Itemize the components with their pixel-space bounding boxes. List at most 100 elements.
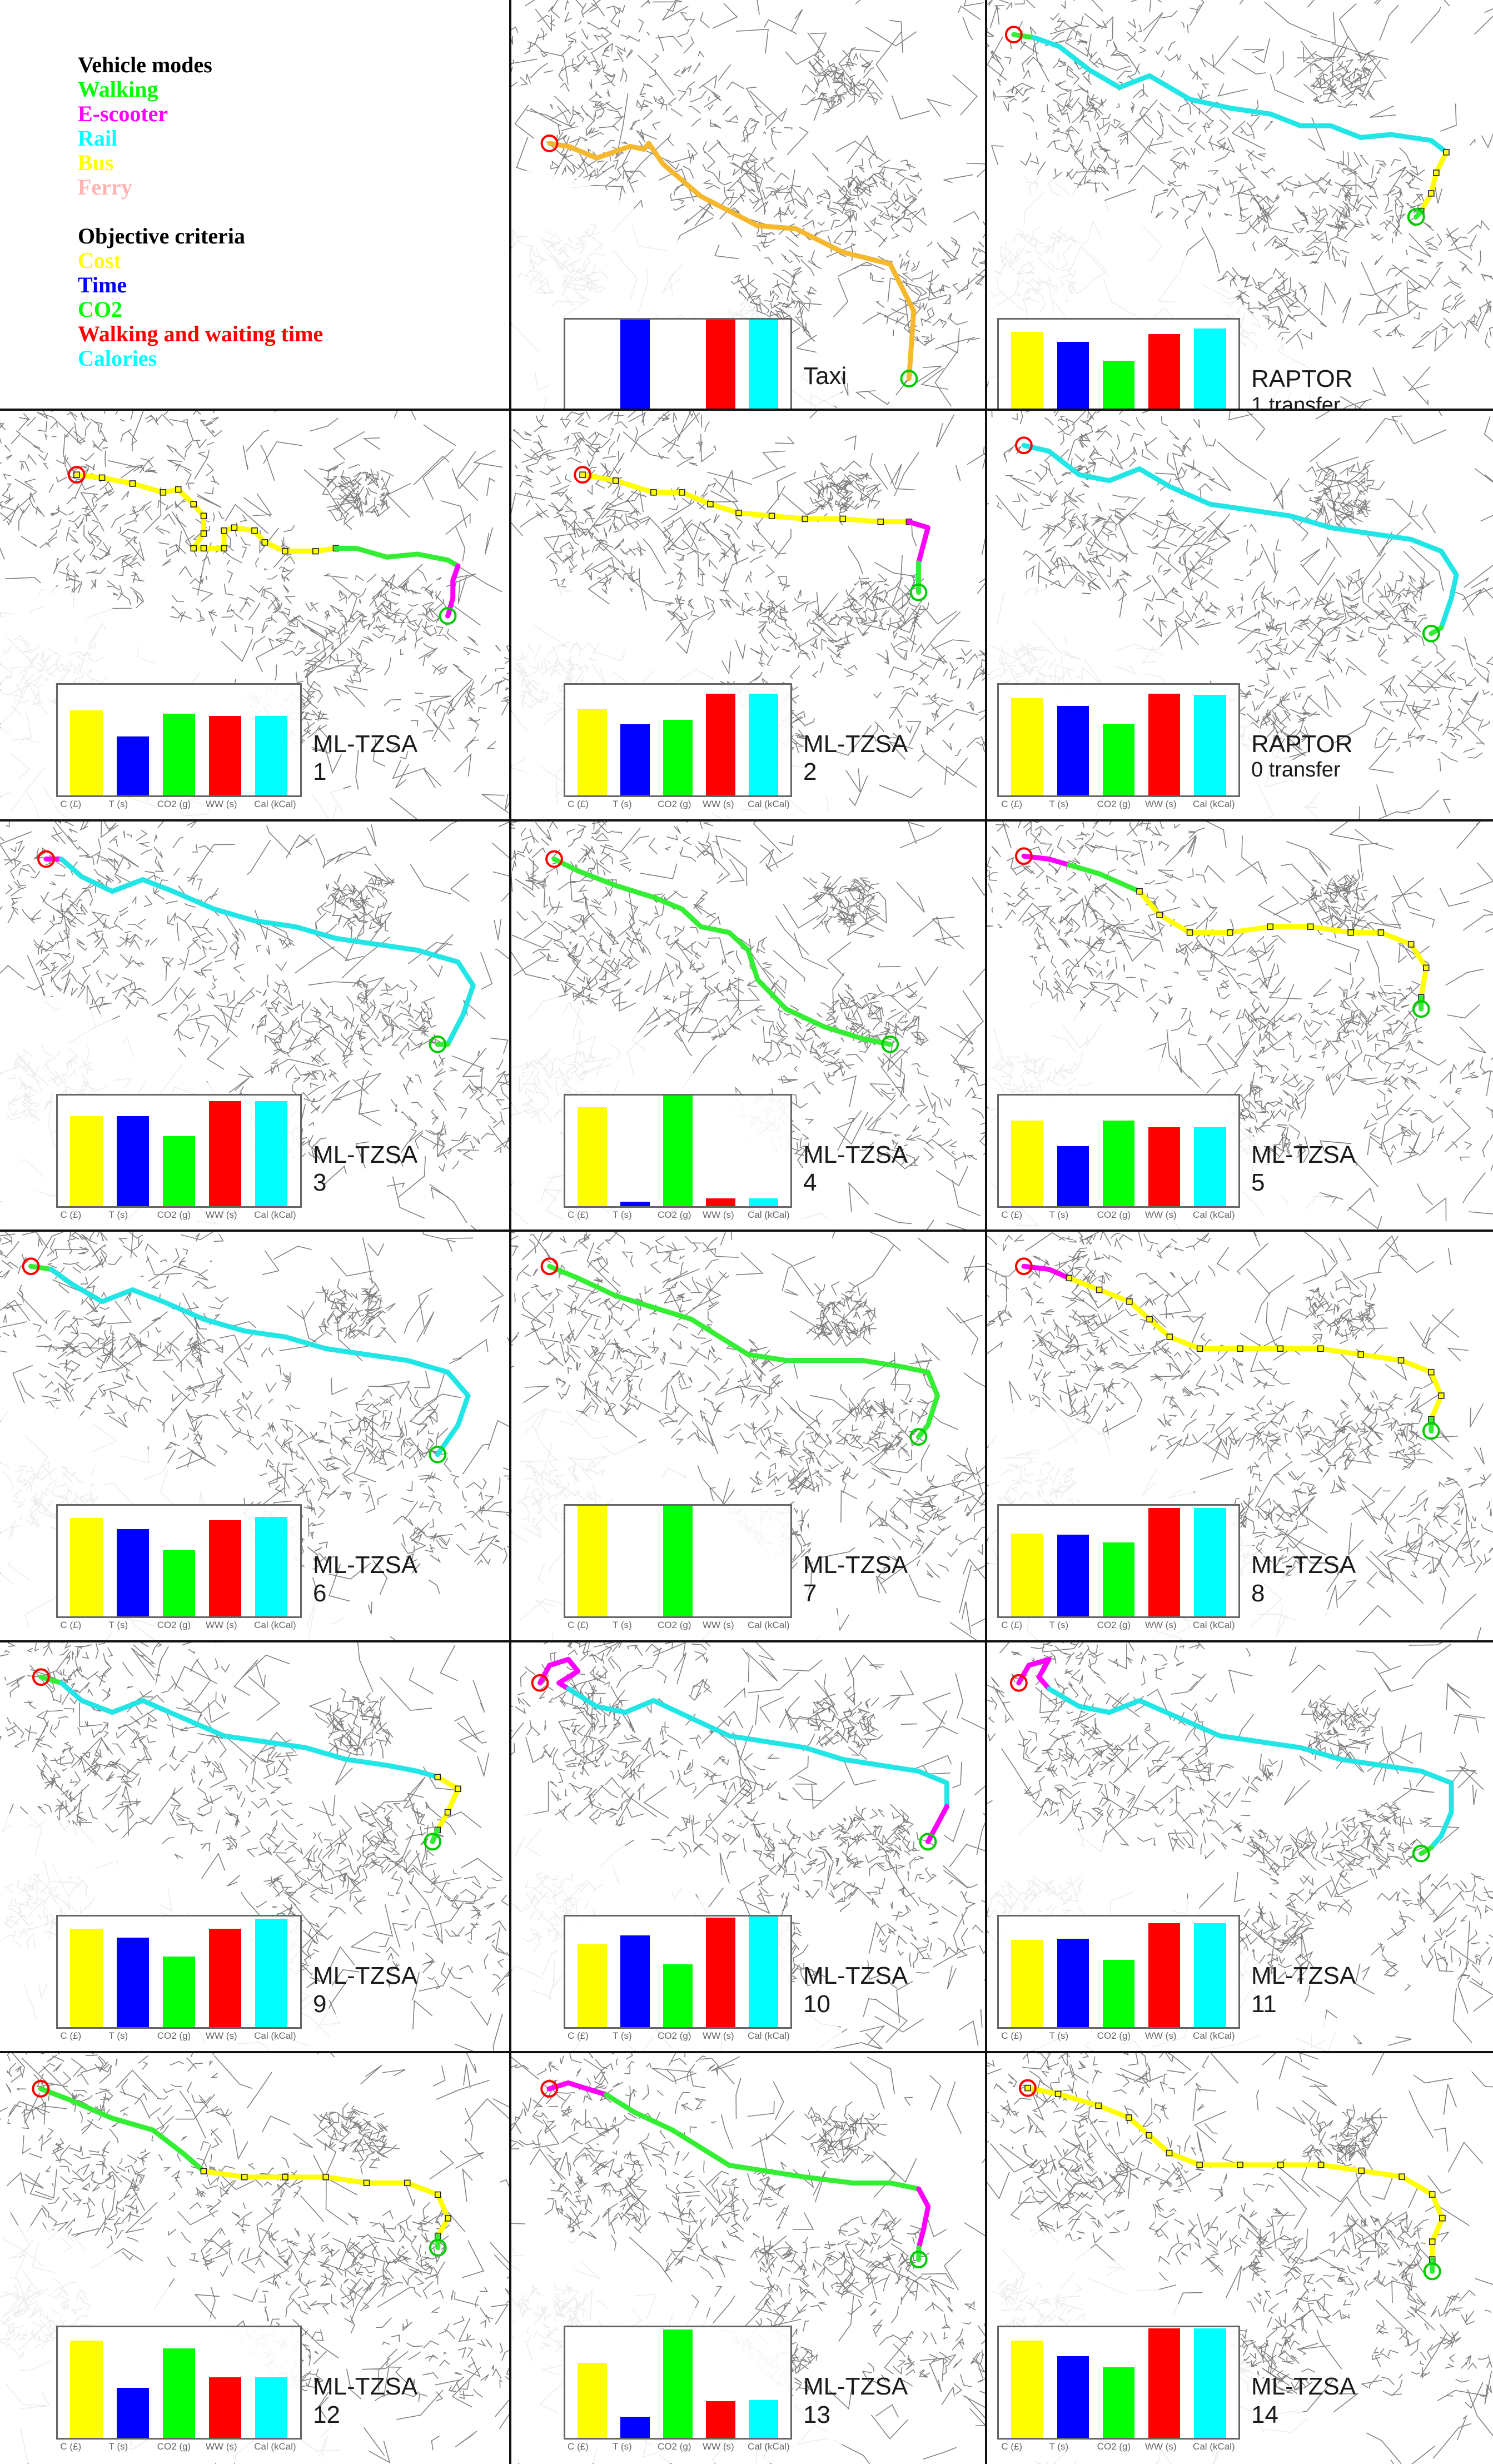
x-axis-label: Cal (kCal) xyxy=(1193,1620,1235,1631)
bar-time xyxy=(116,2388,149,2438)
bus-stop-icon xyxy=(1423,964,1430,971)
bus-stop-icon xyxy=(1399,2173,1405,2180)
bus-stop-icon xyxy=(200,2168,207,2174)
bus-stop-icon xyxy=(1429,2238,1436,2245)
x-axis-label: Cal (kCal) xyxy=(748,2441,790,2452)
x-axis-label: T (s) xyxy=(613,2441,632,2452)
route-segment-walking xyxy=(333,545,461,569)
origin-marker-icon xyxy=(32,1668,50,1686)
panel-ml-tzsa-6: C (£) T (s) CO2 (g) WW (s) Cal (kCal) ML-TZSA… xyxy=(0,1232,511,1643)
x-axis-labels: C (£) T (s) CO2 (g) WW (s) Cal (kCal) xyxy=(999,1209,1238,1221)
bar-walking-and-waiting-time xyxy=(1148,2328,1181,2438)
route-segment-escooter xyxy=(906,519,930,566)
x-axis-label: C (£) xyxy=(60,1209,82,1220)
x-axis-label: WW (s) xyxy=(703,2441,734,2452)
bar-time xyxy=(116,736,149,795)
panel-method-name: ML-TZSA xyxy=(1251,1551,1356,1579)
x-axis-label: T (s) xyxy=(108,2441,128,2452)
bar-time xyxy=(1057,1146,1089,1206)
x-axis-label: CO2 (g) xyxy=(157,798,191,809)
bar-cost xyxy=(577,1944,608,2028)
x-axis-labels: C (£) T (s) CO2 (g) WW (s) Cal (kCal) xyxy=(58,1209,300,1221)
bar-cost xyxy=(577,2362,608,2438)
bus-stop-icon xyxy=(1347,929,1354,936)
x-axis-labels: C (£) T (s) CO2 (g) WW (s) Cal (kCal) xyxy=(58,799,300,810)
x-axis-labels: C (£) T (s) CO2 (g) WW (s) Cal (kCal) xyxy=(565,1209,790,1221)
bar-cost xyxy=(1011,1121,1043,1206)
criteria-bar-chart: C (£) T (s) CO2 (g) WW (s) Cal (kCal) xyxy=(564,2325,792,2452)
x-axis-label: WW (s) xyxy=(703,798,734,809)
route-segment-walking xyxy=(603,2092,922,2192)
bus-stop-icon xyxy=(1166,2149,1173,2157)
route-segment-rail xyxy=(1031,35,1449,155)
route-segment-bus xyxy=(580,472,912,525)
panel-option-number: 11 xyxy=(1251,1990,1277,2018)
panel-option-number: 1 transfer xyxy=(1251,393,1341,411)
x-axis-labels: C (£) T (s) CO2 (g) WW (s) Cal (kCal) xyxy=(565,1620,790,1631)
legend-panel: Vehicle modes Walking E-scooter Rail Bus Fer… xyxy=(0,0,511,411)
bar-co2 xyxy=(663,2329,693,2438)
origin-marker-icon xyxy=(1015,436,1033,454)
bus-stop-icon xyxy=(312,547,319,555)
panel-label: ML-TZSA 10 xyxy=(803,1962,908,2018)
bar-calories xyxy=(255,2377,288,2438)
destination-marker-icon xyxy=(919,1833,937,1851)
bar-co2 xyxy=(663,1964,693,2028)
criteria-bar-chart: C (£) T (s) CO2 (g) WW (s) Cal (kCal) xyxy=(56,2325,302,2452)
origin-marker-icon xyxy=(37,850,55,868)
panel-raptor-0: C (£) T (s) CO2 (g) WW (s) Cal (kCal) RAPTOR 0… xyxy=(987,410,1493,822)
legend-vehicle-modes: Walking E-scooter Rail Bus Ferry xyxy=(78,77,323,200)
x-axis-label: T (s) xyxy=(1049,798,1069,809)
origin-marker-icon xyxy=(540,135,559,152)
legend-criterion-calories: Calories xyxy=(78,346,157,371)
panel-option-number: 0 transfer xyxy=(1251,758,1341,782)
panel-option-number: 9 xyxy=(313,1990,327,2018)
bus-stop-icon xyxy=(1307,923,1314,930)
bar-time xyxy=(1057,1939,1089,2028)
bus-stop-icon xyxy=(1136,888,1143,895)
route-segment-rail xyxy=(58,1680,440,1780)
destination-marker-icon xyxy=(909,2251,928,2269)
bar-walking-and-waiting-time xyxy=(705,693,736,795)
bar-cost xyxy=(1011,698,1043,795)
criteria-bar-chart: C (£) T (s) CO2 (g) WW (s) Cal (kCal) xyxy=(56,1093,302,1220)
bar-co2 xyxy=(162,1956,196,2028)
origin-marker-icon xyxy=(545,850,563,868)
bar-time xyxy=(620,2417,650,2438)
x-axis-label: T (s) xyxy=(1049,2030,1069,2042)
route-segment-rail xyxy=(58,856,476,1047)
bar-walking-and-waiting-time xyxy=(209,1929,242,2028)
bus-stop-icon xyxy=(1317,2162,1325,2168)
x-axis-label: C (£) xyxy=(60,798,82,809)
legend-vehicle-modes-title: Vehicle modes xyxy=(78,52,212,77)
bar-walking-and-waiting-time xyxy=(1148,693,1181,795)
panel-option-number: 5 xyxy=(1251,1169,1265,1197)
bus-stop-icon xyxy=(1429,2191,1436,2198)
x-axis-label: T (s) xyxy=(108,798,128,809)
panel-ml-tzsa-3: C (£) T (s) CO2 (g) WW (s) Cal (kCal) ML-TZSA… xyxy=(0,821,511,1232)
bar-walking-and-waiting-time xyxy=(1148,1923,1181,2028)
x-axis-labels: C (£) T (s) CO2 (g) WW (s) Cal (kCal) xyxy=(58,2030,300,2042)
bar-co2 xyxy=(663,1506,693,1617)
x-axis-label: C (£) xyxy=(568,2441,589,2452)
bus-stop-icon xyxy=(200,530,207,537)
route-segment-taxi xyxy=(547,141,917,381)
bus-stop-icon xyxy=(707,501,714,507)
x-axis-label: C (£) xyxy=(568,1620,589,1631)
destination-marker-icon xyxy=(1407,208,1425,226)
x-axis-labels: C (£) T (s) CO2 (g) WW (s) Cal (kCal) xyxy=(999,1620,1238,1631)
destination-marker-icon xyxy=(424,1833,442,1851)
x-axis-label: CO2 (g) xyxy=(658,2030,691,2042)
route-segment-walking xyxy=(38,1674,64,1686)
bus-stop-icon xyxy=(1237,1345,1243,1352)
bar-walking-and-waiting-time xyxy=(1148,1127,1181,1206)
x-axis-label: C (£) xyxy=(568,1209,589,1220)
bus-stop-icon xyxy=(363,2179,370,2187)
bus-stop-icon xyxy=(445,2215,451,2222)
panel-label: ML-TZSA 11 xyxy=(1251,1962,1356,2018)
bus-stop-icon xyxy=(241,2173,248,2181)
x-axis-label: Cal (kCal) xyxy=(748,798,790,809)
bar-co2 xyxy=(1102,360,1135,409)
bar-walking-and-waiting-time xyxy=(705,320,736,409)
